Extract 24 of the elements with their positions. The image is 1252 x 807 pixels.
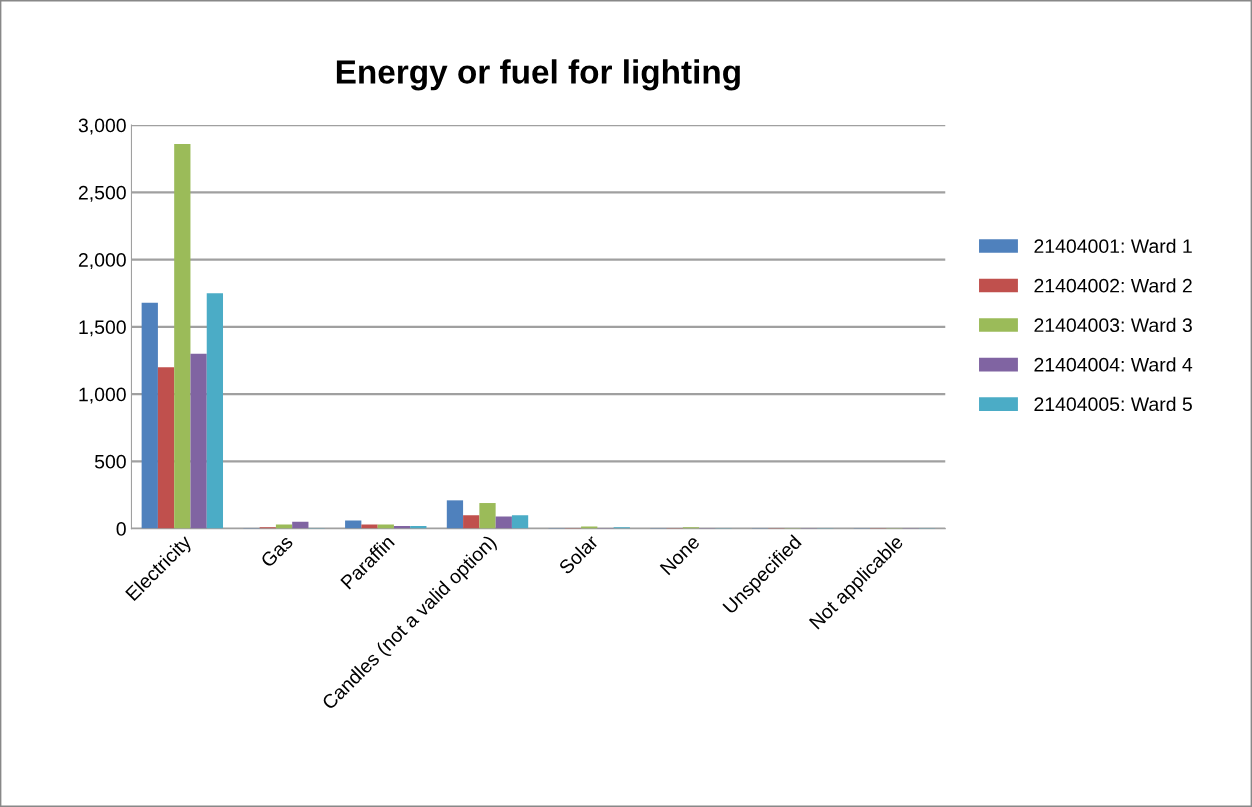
bar [174,143,191,529]
y-tick-label: 0 [116,522,126,536]
bar [463,515,480,529]
chart-title: Energy or fuel for lighting [336,59,740,91]
bar [446,500,464,529]
legend-label: 21404003: Ward 3 [1034,317,1192,333]
bar [495,516,512,529]
legend-label: 21404002: Ward 2 [1034,278,1192,293]
bar [479,503,496,529]
y-tick-label: 1,500 [79,320,126,337]
legend-label: 21404001: Ward 1 [1034,238,1192,254]
x-tick-label: Gas [259,534,294,569]
bar [511,515,529,529]
legend-label: 21404005: Ward 5 [1034,396,1192,412]
y-tick-label: 1,000 [79,387,126,404]
y-tick-label: 3,000 [78,118,126,135]
bar [206,293,224,529]
y-tick-label: 2,000 [78,253,126,270]
bar [141,302,158,529]
y-tick-label: 500 [94,454,126,469]
bar [157,367,175,529]
y-tick-label: 2,500 [78,185,126,202]
bar [190,353,207,529]
legend-label: 21404004: Ward 4 [1034,357,1193,372]
